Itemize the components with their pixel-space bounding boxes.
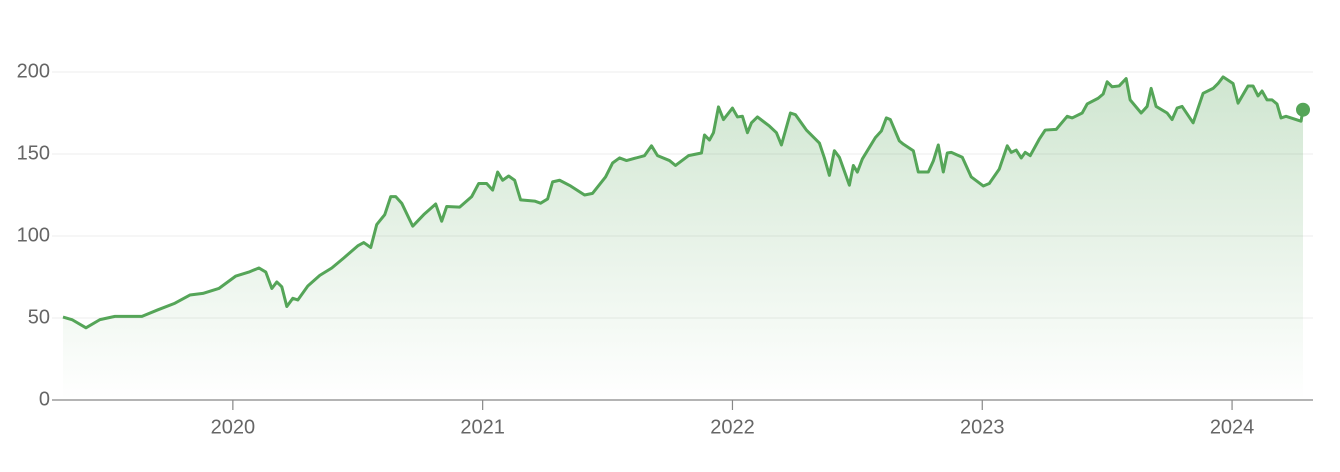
x-tick-label: 2023 [960,416,1005,438]
y-tick-label: 200 [17,60,50,82]
x-tick-label: 2020 [211,416,256,438]
y-tick-label: 150 [17,142,50,164]
y-tick-label: 100 [17,224,50,246]
axes: 0 50 100 150 200 2020 2021 2022 2023 2024 [17,60,1313,438]
plot [62,75,1311,401]
price-line [62,75,1305,330]
area [62,76,1304,401]
y-tick-label: 0 [39,388,50,410]
y-tick-label: 50 [28,306,50,328]
x-tick-label: 2024 [1210,416,1255,438]
x-tick-label: 2021 [460,416,505,438]
last-point [1296,102,1311,117]
x-tick-label: 2022 [710,416,755,438]
